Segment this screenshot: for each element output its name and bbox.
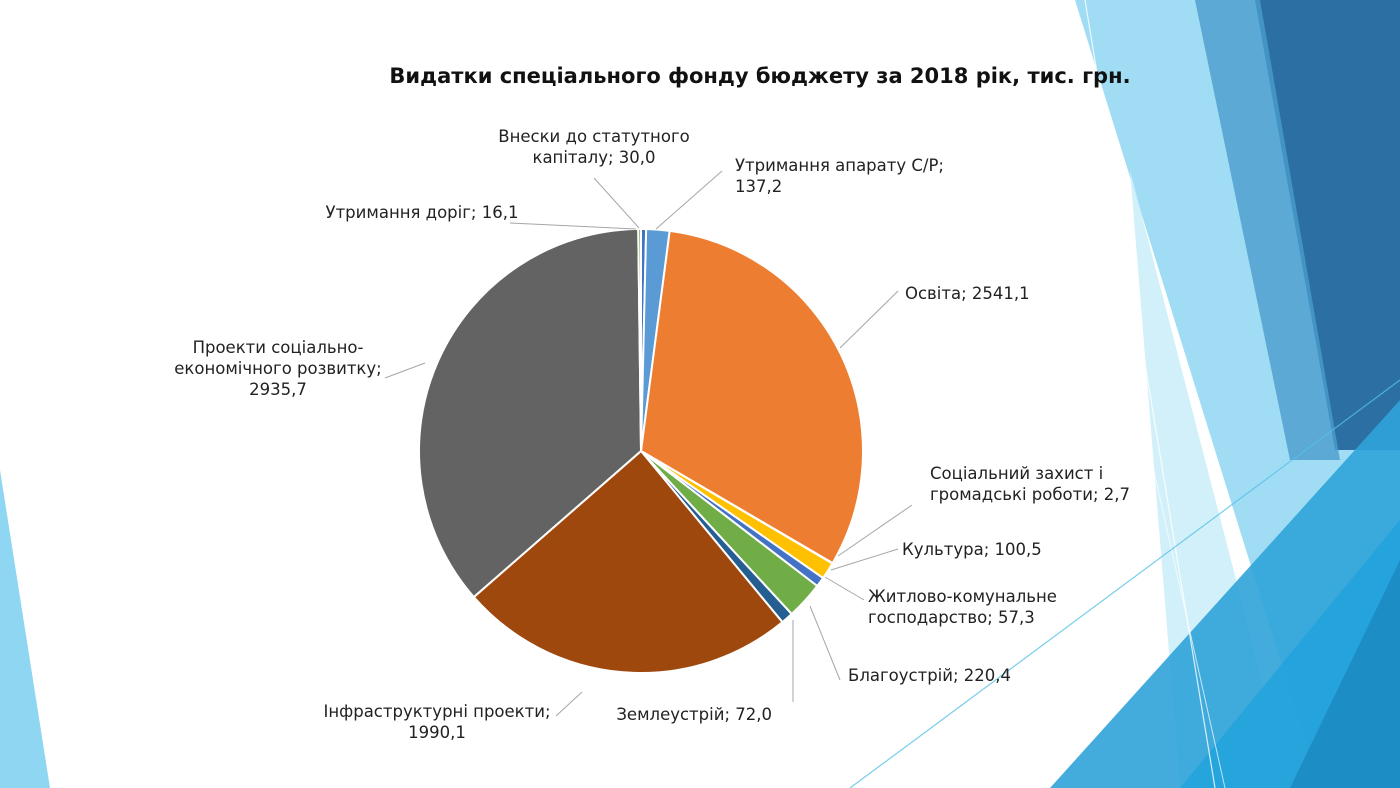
data-label-line: Інфраструктурні проекти; [323, 702, 550, 721]
data-label: Культура; 100,5 [902, 540, 1042, 559]
data-label-line: Культура; 100,5 [902, 540, 1042, 559]
data-label: Проекти соціально-економічного розвитку;… [174, 338, 381, 399]
leader-line [839, 290, 899, 349]
data-label: Освіта; 2541,1 [905, 284, 1030, 303]
decor-shape-cyan [1180, 520, 1400, 788]
data-label-line: капіталу; 30,0 [532, 148, 655, 167]
data-label-line: 1990,1 [408, 723, 466, 742]
leader-lines [384, 170, 913, 717]
leader-line [593, 177, 640, 229]
data-labels: Внески до статутного капіталу; 30,0 Утрима… [174, 127, 1130, 742]
data-label: Утримання апарату С/Р; 137,2 [735, 156, 944, 196]
pie-slice [472, 449, 784, 674]
data-label-line: економічного розвитку; [174, 359, 381, 378]
decor-shape-mid [1195, 0, 1340, 460]
pie-chart [417, 227, 864, 674]
data-label: Землеустрій; 72,0 [616, 705, 772, 724]
data-label: Житлово-комунальне господарство; 57,3 [868, 587, 1057, 627]
data-label: Соціальний захист і громадські роботи; 2,… [930, 464, 1130, 504]
data-label-line: 137,2 [735, 177, 782, 196]
data-label-line: Внески до статутного [498, 127, 689, 146]
leader-line [384, 362, 426, 379]
data-label-line: Освіта; 2541,1 [905, 284, 1030, 303]
data-label-line: Утримання доріг; 16,1 [326, 203, 519, 222]
leader-line [830, 548, 899, 571]
data-label-line: Землеустрій; 72,0 [616, 705, 772, 724]
leader-line [824, 576, 865, 601]
data-label-line: 2935,7 [249, 380, 307, 399]
pie-slice [637, 227, 642, 452]
leader-line [555, 691, 583, 717]
data-label: Утримання доріг; 16,1 [326, 203, 519, 222]
data-label-line: Соціальний захист і [930, 464, 1103, 483]
decor-shape-dark-top [1255, 0, 1400, 450]
leader-line [509, 222, 637, 230]
leader-line [655, 170, 723, 230]
data-label: Внески до статутного капіталу; 30,0 [498, 127, 689, 167]
decor-line-1 [1084, 0, 1216, 788]
data-label-line: Житлово-комунальне [868, 587, 1057, 606]
data-label: Благоустрій; 220,4 [848, 666, 1011, 685]
data-label-line: Проекти соціально- [193, 338, 364, 357]
data-label: Інфраструктурні проекти; 1990,1 [323, 702, 550, 742]
pie-slice [417, 228, 643, 599]
decor-line-2 [1119, 319, 1226, 788]
pie-slice [639, 229, 864, 565]
leader-line [809, 605, 841, 681]
decor-line-3 [849, 379, 1400, 788]
data-label-line: громадські роботи; 2,7 [930, 485, 1130, 504]
decor-shape-left [0, 470, 50, 788]
data-label-line: Благоустрій; 220,4 [848, 666, 1011, 685]
data-label-line: Утримання апарату С/Р; [735, 156, 944, 175]
chart-title: Видатки спеціального фонду бюджету за 20… [389, 64, 1130, 88]
leader-line [837, 504, 913, 557]
data-label-line: господарство; 57,3 [868, 608, 1035, 627]
